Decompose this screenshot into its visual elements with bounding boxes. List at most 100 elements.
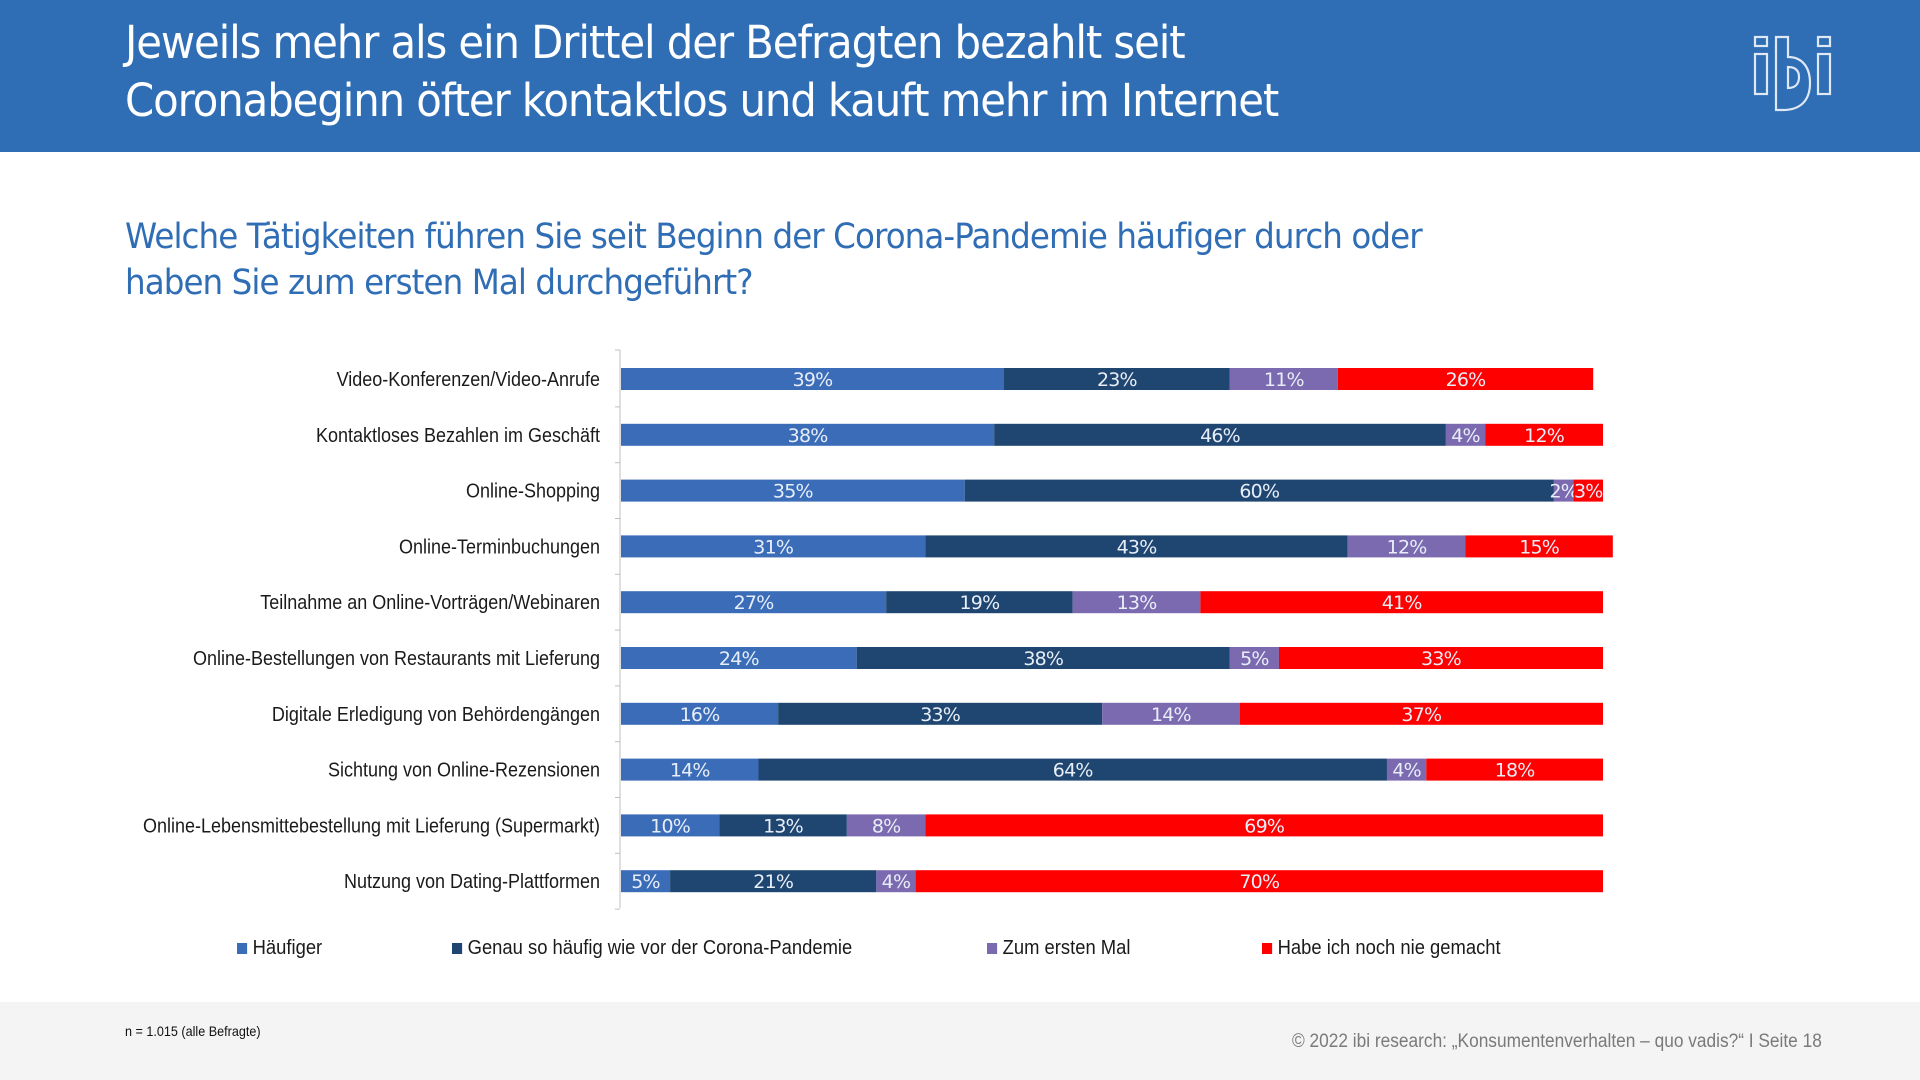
chart-question-line-2: haben Sie zum ersten Mal durchgeführt? [125, 263, 754, 303]
bar-segment [1072, 591, 1201, 614]
bar-segment [621, 814, 720, 837]
bar-segment [621, 591, 887, 614]
bar-segment [1229, 368, 1338, 390]
legend-swatch [237, 942, 248, 954]
bar-value-label: 4% [882, 871, 911, 893]
legend-label: Häufiger [252, 936, 323, 959]
bar-value-label: 43% [1117, 536, 1157, 558]
page-title: Jeweils mehr als ein Drittel der Befragt… [125, 14, 1279, 130]
bar-segment [1337, 368, 1594, 390]
chart-question: Welche Tätigkeiten führen Sie seit Begin… [125, 214, 1423, 306]
bar-segment [621, 535, 926, 558]
category-label: Video-Konferenzen/Video-Anrufe [337, 369, 600, 391]
ibi-logo-icon [1753, 35, 1832, 112]
bar-value-label: 18% [1495, 760, 1535, 782]
sample-size-note: n = 1.015 (alle Befragte) [125, 1023, 261, 1039]
bar-value-label: 4% [1392, 760, 1421, 782]
legend-item: Zum ersten Mal [987, 936, 1130, 960]
category-label: Online-Lebensmittebestellung mit Lieferu… [143, 816, 600, 838]
legend-label: Habe ich noch nie gemacht [1277, 936, 1501, 959]
bar-value-label: 31% [753, 536, 793, 558]
bar-value-label: 39% [793, 369, 833, 391]
legend-item: Häufiger [237, 936, 322, 960]
bar-segment [1426, 758, 1603, 781]
category-label: Kontaktloses Bezahlen im Geschäft [316, 425, 601, 447]
bar-value-label: 11% [1264, 369, 1304, 391]
bar-value-label: 2% [1549, 481, 1578, 503]
legend-item: Genau so häufig wie vor der Corona-Pande… [452, 936, 852, 960]
bar-value-label: 46% [1200, 425, 1240, 447]
bar-segment [1278, 647, 1603, 669]
bar-segment [915, 870, 1603, 893]
category-label: Digitale Erledigung von Behördengängen [272, 704, 600, 726]
bar-segment [1485, 423, 1603, 446]
bar-value-label: 38% [1023, 648, 1063, 670]
bar-segment [925, 814, 1603, 837]
bar-value-label: 37% [1401, 704, 1441, 726]
bar-value-label: 5% [631, 871, 660, 893]
category-label: Online-Terminbuchungen [399, 537, 600, 559]
bar-value-label: 33% [1421, 648, 1461, 670]
bar-value-label: 26% [1446, 369, 1486, 391]
legend-label: Zum ersten Mal [1002, 936, 1131, 959]
bar-segment [621, 758, 759, 781]
bar-value-label: 33% [920, 704, 960, 726]
bar-segment [886, 591, 1073, 614]
bar-value-label: 12% [1387, 536, 1427, 558]
bar-value-label: 15% [1519, 536, 1559, 558]
bar-segment [1386, 758, 1427, 781]
category-label: Nutzung von Dating-Plattformen [344, 871, 600, 893]
bar-value-label: 10% [650, 815, 690, 837]
bar-value-label: 64% [1053, 760, 1093, 782]
bar-value-label: 23% [1097, 369, 1137, 391]
bar-value-label: 35% [773, 481, 813, 503]
legend-item: Habe ich noch nie gemacht [1262, 936, 1501, 960]
bar-segment [1239, 702, 1603, 725]
bar-value-label: 3% [1574, 481, 1603, 503]
bar-segment [876, 870, 916, 893]
copyright-page-info: © 2022 ibi research: „Konsumentenverhalt… [1292, 1031, 1822, 1052]
bar-segment [1445, 423, 1486, 446]
bar-value-label: 14% [670, 760, 710, 782]
bar-segment [758, 758, 1387, 781]
bar-value-label: 13% [763, 815, 803, 837]
bar-value-label: 27% [734, 592, 774, 614]
legend-swatch [987, 942, 998, 954]
bar-segment [964, 479, 1554, 502]
bar-value-label: 70% [1239, 871, 1279, 893]
bar-segment [621, 368, 1004, 390]
legend-label: Genau so häufig wie vor der Corona-Pande… [467, 936, 853, 959]
category-label: Sichtung von Online-Rezensionen [328, 760, 600, 782]
bar-value-label: 14% [1151, 704, 1191, 726]
bar-segment [1573, 479, 1603, 502]
legend-swatch [1262, 942, 1273, 954]
chart-question-line-1: Welche Tätigkeiten führen Sie seit Begin… [125, 217, 1423, 257]
legend-swatch [452, 942, 463, 954]
page-title-line-1: Jeweils mehr als ein Drittel der Befragt… [125, 16, 1186, 69]
bar-segment [778, 702, 1103, 725]
bar-segment [1465, 535, 1613, 558]
bar-value-label: 4% [1451, 425, 1480, 447]
bar-segment [1200, 591, 1603, 614]
bar-value-label: 24% [719, 648, 759, 670]
bar-value-label: 5% [1240, 648, 1269, 670]
bar-segment [1553, 479, 1574, 502]
bar-segment [1102, 702, 1240, 725]
bar-value-label: 13% [1117, 592, 1157, 614]
bar-segment [621, 702, 779, 725]
bar-segment [719, 814, 847, 837]
bar-segment [856, 647, 1230, 669]
bar-segment [994, 423, 1446, 446]
bar-value-label: 12% [1524, 425, 1564, 447]
bar-value-label: 21% [753, 871, 793, 893]
bar-value-label: 38% [788, 425, 828, 447]
page-title-line-2: Coronabeginn öfter kontaktlos und kauft … [125, 74, 1279, 127]
bar-value-label: 60% [1239, 481, 1279, 503]
footer-bar [0, 1002, 1920, 1080]
bar-segment [621, 479, 965, 502]
category-label: Online-Bestellungen von Restaurants mit … [193, 648, 600, 670]
header-banner: Jeweils mehr als ein Drittel der Befragt… [0, 0, 1920, 152]
bar-value-label: 41% [1382, 592, 1422, 614]
bar-segment [1003, 368, 1230, 390]
